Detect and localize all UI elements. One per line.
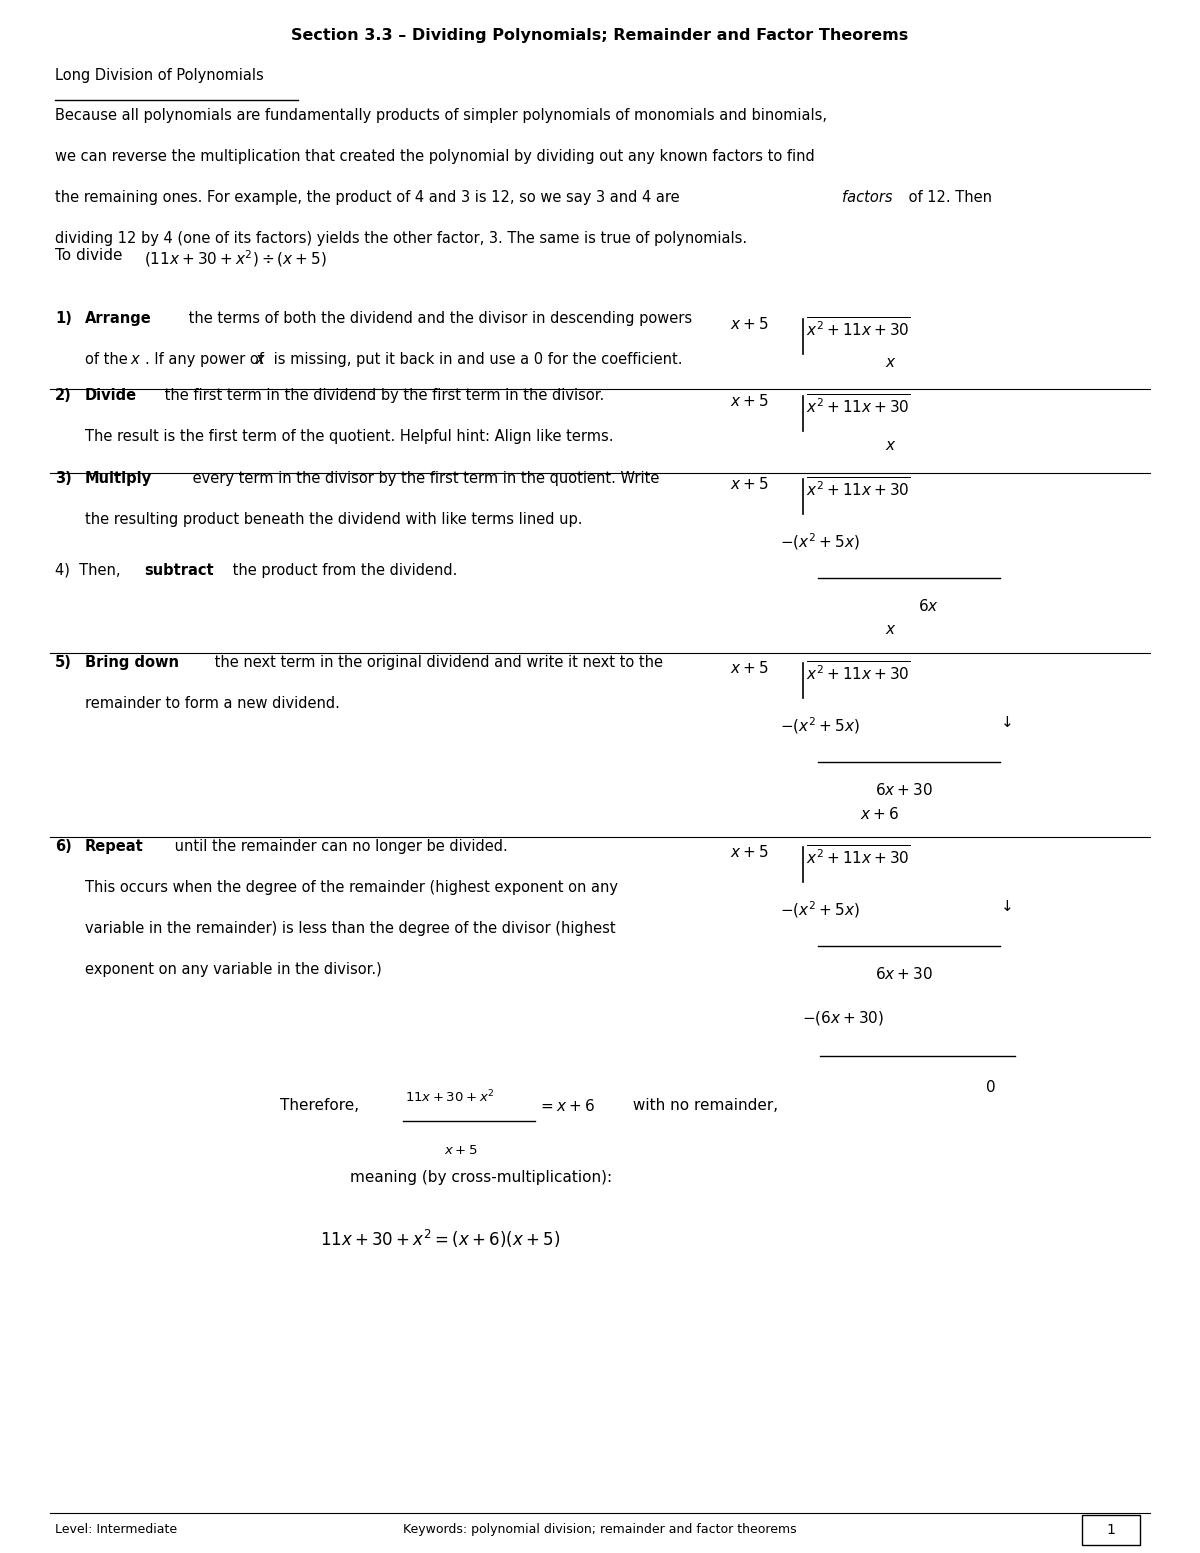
Text: with no remainder,: with no remainder, <box>628 1098 778 1114</box>
Text: Keywords: polynomial division; remainder and factor theorems: Keywords: polynomial division; remainder… <box>403 1523 797 1536</box>
Text: dividing 12 by 4 (one of its factors) yields the other factor, 3. The same is tr: dividing 12 by 4 (one of its factors) yi… <box>55 231 748 245</box>
Text: $x+5$: $x+5$ <box>730 843 768 860</box>
Text: remainder to form a new dividend.: remainder to form a new dividend. <box>85 696 340 711</box>
Text: every term in the divisor by the first term in the quotient. Write: every term in the divisor by the first t… <box>188 471 659 486</box>
Text: factors: factors <box>842 189 893 205</box>
Text: Section 3.3 – Dividing Polynomials; Remainder and Factor Theorems: Section 3.3 – Dividing Polynomials; Rema… <box>292 28 908 43</box>
Text: 1): 1) <box>55 311 72 326</box>
Text: 6): 6) <box>55 839 72 854</box>
Text: the terms of both the dividend and the divisor in descending powers: the terms of both the dividend and the d… <box>184 311 692 326</box>
Text: 3): 3) <box>55 471 72 486</box>
Text: the resulting product beneath the dividend with like terms lined up.: the resulting product beneath the divide… <box>85 512 582 526</box>
Text: Because all polynomials are fundamentally products of simpler polynomials of mon: Because all polynomials are fundamentall… <box>55 109 827 123</box>
Text: $\downarrow$: $\downarrow$ <box>998 899 1013 915</box>
Text: $x$: $x$ <box>254 353 266 367</box>
Text: of the: of the <box>85 353 132 367</box>
Text: Therefore,: Therefore, <box>280 1098 359 1114</box>
Text: 4)  Then,: 4) Then, <box>55 564 125 578</box>
Text: Arrange: Arrange <box>85 311 151 326</box>
Text: 2): 2) <box>55 388 72 402</box>
Text: $x+6$: $x+6$ <box>860 806 899 822</box>
Text: $\overline{x^2+11x+30}$: $\overline{x^2+11x+30}$ <box>806 315 911 339</box>
Text: $0$: $0$ <box>985 1079 996 1095</box>
Text: $= x + 6$: $= x + 6$ <box>538 1098 595 1114</box>
Text: $6x+30$: $6x+30$ <box>875 966 932 981</box>
Text: is missing, put it back in and use a 0 for the coefficient.: is missing, put it back in and use a 0 f… <box>269 353 683 367</box>
Text: $x$: $x$ <box>886 356 896 370</box>
Text: $-(x^2+5x)$: $-(x^2+5x)$ <box>780 899 859 919</box>
Text: $(11x + 30 + x^2) \div (x + 5)$: $(11x + 30 + x^2) \div (x + 5)$ <box>144 248 326 269</box>
Text: Level: Intermediate: Level: Intermediate <box>55 1523 178 1536</box>
Text: subtract: subtract <box>144 564 214 578</box>
Text: the remaining ones. For example, the product of 4 and 3 is 12, so we say 3 and 4: the remaining ones. For example, the pro… <box>55 189 684 205</box>
Text: until the remainder can no longer be divided.: until the remainder can no longer be div… <box>170 839 508 854</box>
Text: meaning (by cross-multiplication):: meaning (by cross-multiplication): <box>350 1169 612 1185</box>
Text: $x+5$: $x+5$ <box>730 393 768 408</box>
Text: the next term in the original dividend and write it next to the: the next term in the original dividend a… <box>210 655 662 669</box>
Text: Repeat: Repeat <box>85 839 144 854</box>
Text: $x$: $x$ <box>886 623 896 637</box>
Text: To divide: To divide <box>55 248 127 262</box>
Text: $11x+30+x^2$: $11x+30+x^2$ <box>406 1089 494 1106</box>
Text: 5): 5) <box>55 655 72 669</box>
Text: $\downarrow$: $\downarrow$ <box>998 714 1013 730</box>
Text: variable in the remainder) is less than the degree of the divisor (highest: variable in the remainder) is less than … <box>85 921 616 936</box>
Text: The result is the first term of the quotient. Helpful hint: Align like terms.: The result is the first term of the quot… <box>85 429 613 444</box>
Text: we can reverse the multiplication that created the polynomial by dividing out an: we can reverse the multiplication that c… <box>55 149 815 165</box>
Text: $x+5$: $x+5$ <box>444 1145 478 1157</box>
Text: the first term in the dividend by the first term in the divisor.: the first term in the dividend by the fi… <box>160 388 605 402</box>
Text: $x+5$: $x+5$ <box>730 660 768 676</box>
Text: $-(6x+30)$: $-(6x+30)$ <box>802 1009 884 1027</box>
Text: Multiply: Multiply <box>85 471 152 486</box>
Text: $\overline{x^2+11x+30}$: $\overline{x^2+11x+30}$ <box>806 393 911 416</box>
Text: $\overline{x^2+11x+30}$: $\overline{x^2+11x+30}$ <box>806 477 911 499</box>
Text: Long Division of Polynomials: Long Division of Polynomials <box>55 68 264 82</box>
Text: $x$: $x$ <box>886 438 896 453</box>
Text: the product from the dividend.: the product from the dividend. <box>228 564 457 578</box>
Text: This occurs when the degree of the remainder (highest exponent on any: This occurs when the degree of the remai… <box>85 881 618 895</box>
Text: $6x+30$: $6x+30$ <box>875 783 932 798</box>
Text: exponent on any variable in the divisor.): exponent on any variable in the divisor.… <box>85 961 382 977</box>
Text: Divide: Divide <box>85 388 137 402</box>
Text: 1: 1 <box>1106 1523 1116 1537</box>
Text: $\overline{x^2+11x+30}$: $\overline{x^2+11x+30}$ <box>806 660 911 683</box>
Text: $-(x^2+5x)$: $-(x^2+5x)$ <box>780 531 859 551</box>
Text: . If any power of: . If any power of <box>145 353 269 367</box>
Text: $x+5$: $x+5$ <box>730 477 768 492</box>
Text: $x+5$: $x+5$ <box>730 315 768 332</box>
Text: $\overline{x^2+11x+30}$: $\overline{x^2+11x+30}$ <box>806 843 911 867</box>
Text: of 12. Then: of 12. Then <box>904 189 992 205</box>
Text: $11x + 30 + x^2 = (x+6)(x+5)$: $11x + 30 + x^2 = (x+6)(x+5)$ <box>320 1228 560 1250</box>
Text: $6x$: $6x$ <box>918 598 938 613</box>
Text: Bring down: Bring down <box>85 655 179 669</box>
Text: $-(x^2+5x)$: $-(x^2+5x)$ <box>780 714 859 736</box>
Text: $x$: $x$ <box>130 353 142 367</box>
